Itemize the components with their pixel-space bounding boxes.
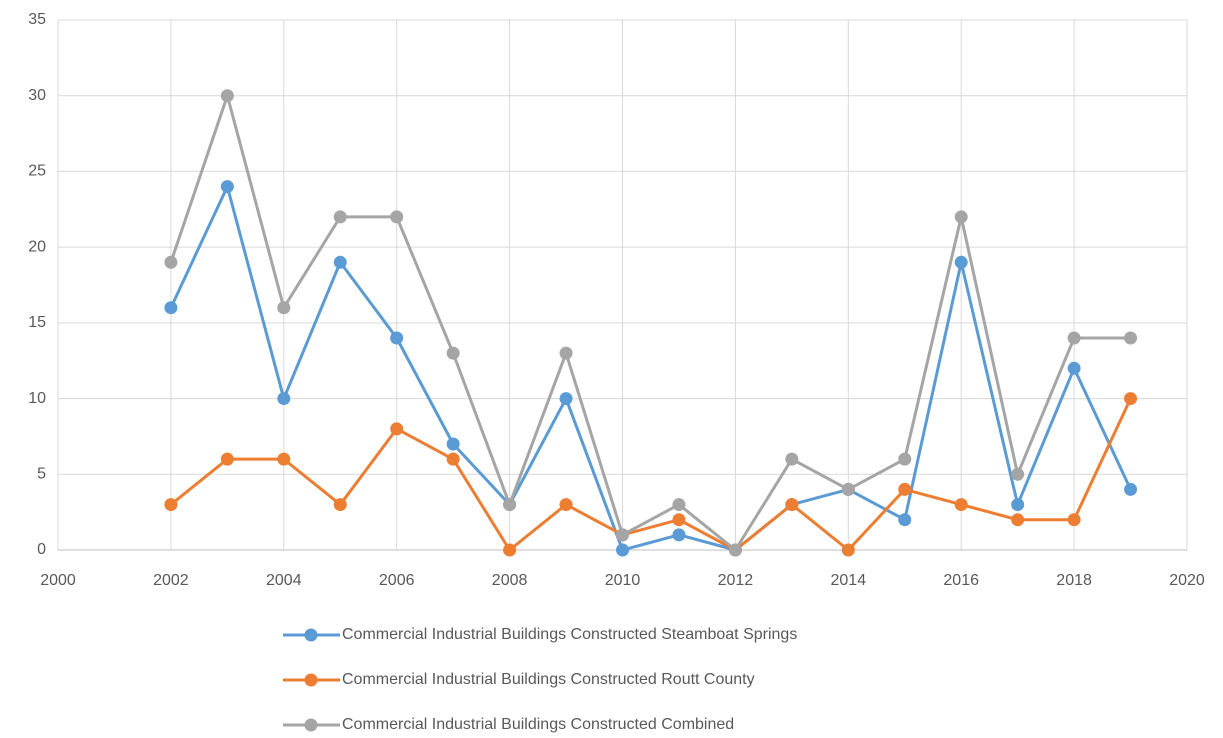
y-tick-label: 35 xyxy=(28,11,46,28)
x-tick-label: 2008 xyxy=(492,572,528,589)
data-point xyxy=(446,437,460,451)
data-point xyxy=(1011,467,1025,481)
x-tick-label: 2004 xyxy=(266,572,302,589)
series-line xyxy=(169,94,1131,552)
data-point xyxy=(1011,498,1025,512)
x-tick-label: 2016 xyxy=(943,572,979,589)
data-point xyxy=(954,210,968,224)
data-point xyxy=(616,528,629,542)
data-point xyxy=(1124,392,1138,406)
data-point xyxy=(277,392,291,406)
data-point xyxy=(1011,513,1025,527)
data-point xyxy=(164,255,178,269)
data-point xyxy=(277,452,291,466)
data-point xyxy=(559,498,573,512)
data-point xyxy=(503,543,517,557)
data-point xyxy=(390,210,404,224)
data-point xyxy=(672,498,686,512)
data-point xyxy=(841,482,855,496)
y-tick-label: 25 xyxy=(28,163,46,180)
x-tick-label: 2020 xyxy=(1169,572,1205,589)
data-point xyxy=(672,513,686,527)
data-point xyxy=(1067,331,1081,345)
data-point xyxy=(220,89,234,103)
data-point xyxy=(954,255,968,269)
x-tick-label: 2010 xyxy=(605,572,641,589)
y-tick-label: 0 xyxy=(37,541,46,558)
data-point xyxy=(1067,361,1081,375)
data-point xyxy=(220,452,234,466)
x-tick-label: 2000 xyxy=(40,572,76,589)
data-point xyxy=(898,452,912,466)
data-point xyxy=(164,301,178,315)
data-point xyxy=(672,528,686,542)
data-point xyxy=(446,346,460,360)
data-point xyxy=(559,392,573,406)
x-tick-label: 2014 xyxy=(831,572,867,589)
series-line xyxy=(169,185,1132,552)
data-point xyxy=(559,346,573,360)
x-tick-label: 2018 xyxy=(1056,572,1092,589)
data-point xyxy=(898,513,912,527)
data-point xyxy=(503,498,517,512)
y-tick-label: 10 xyxy=(28,390,46,407)
data-point xyxy=(333,255,347,269)
legend-marker xyxy=(304,628,318,642)
data-point xyxy=(1124,331,1138,345)
data-point xyxy=(446,452,460,466)
legend-marker xyxy=(304,673,318,687)
x-tick-label: 2002 xyxy=(153,572,189,589)
data-point xyxy=(277,301,291,315)
data-point xyxy=(616,543,629,557)
legend-label: Commercial Industrial Buildings Construc… xyxy=(342,671,755,688)
data-point xyxy=(728,543,742,557)
data-point xyxy=(390,331,404,345)
data-point xyxy=(785,498,799,512)
data-point xyxy=(333,210,347,224)
y-tick-label: 5 xyxy=(37,466,46,483)
data-point xyxy=(333,498,347,512)
data-point xyxy=(164,498,178,512)
data-point xyxy=(220,180,234,194)
y-tick-label: 15 xyxy=(28,314,46,331)
data-point xyxy=(785,452,799,466)
series-line xyxy=(169,397,1132,552)
data-point xyxy=(1124,482,1138,496)
legend-marker xyxy=(304,718,318,732)
data-point xyxy=(954,498,968,512)
legend-label: Commercial Industrial Buildings Construc… xyxy=(342,716,734,733)
legend-label: Commercial Industrial Buildings Construc… xyxy=(342,626,797,643)
x-tick-label: 2012 xyxy=(718,572,754,589)
data-point xyxy=(1067,513,1081,527)
y-tick-label: 30 xyxy=(28,87,46,104)
x-tick-label: 2006 xyxy=(379,572,415,589)
data-point xyxy=(390,422,404,436)
data-point xyxy=(841,543,855,557)
y-tick-label: 20 xyxy=(28,238,46,255)
data-point xyxy=(898,482,912,496)
